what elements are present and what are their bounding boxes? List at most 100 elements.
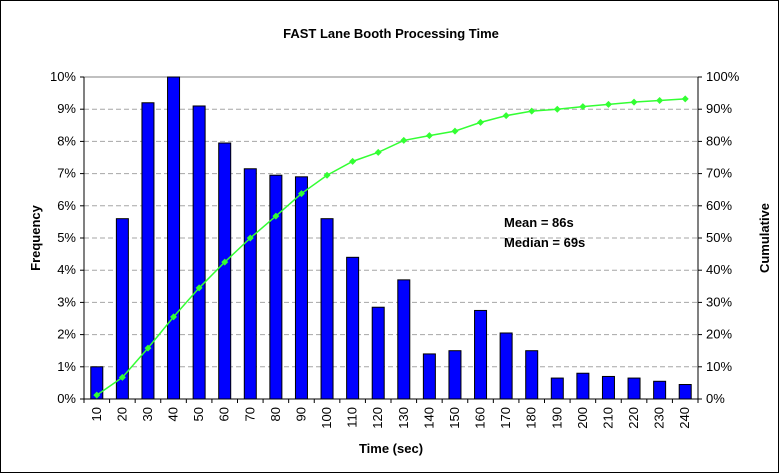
frequency-bar	[550, 377, 564, 400]
cumulative-marker	[477, 118, 485, 126]
x-tick-label: 40	[166, 407, 181, 421]
x-tick-label: 170	[498, 407, 513, 429]
cumulative-marker	[349, 157, 357, 165]
cumulative-marker	[297, 190, 305, 198]
frequency-bar	[448, 350, 462, 400]
frequency-bar	[294, 176, 308, 400]
cumulative-marker	[502, 112, 510, 120]
x-tick-label: 20	[114, 407, 129, 421]
x-tick-label: 60	[217, 407, 232, 421]
y2-tick-label: 70%	[706, 166, 732, 181]
frequency-bar	[474, 309, 488, 400]
frequency-bar	[525, 350, 539, 400]
y-tick-label: 1%	[57, 359, 76, 374]
frequency-bar	[192, 105, 206, 400]
y2-tick-label: 80%	[706, 133, 732, 148]
cumulative-marker	[553, 105, 561, 113]
frequency-bar	[320, 218, 334, 400]
y2-tick-label: 30%	[706, 294, 732, 309]
frequency-bar	[167, 76, 181, 400]
y2-tick-label: 100%	[706, 69, 740, 84]
x-tick-label: 210	[600, 407, 615, 429]
x-tick-label: 50	[191, 407, 206, 421]
frequency-bar	[243, 168, 257, 400]
mean-annotation: Mean = 86s	[504, 215, 574, 230]
frequency-bar	[678, 384, 692, 400]
cumulative-marker	[374, 148, 382, 156]
x-tick-label: 70	[242, 407, 257, 421]
cumulative-marker	[93, 391, 101, 399]
y2-tick-label: 60%	[706, 198, 732, 213]
x-tick-label: 80	[268, 407, 283, 421]
frequency-bar	[627, 377, 641, 400]
frequency-bar	[601, 375, 615, 400]
cumulative-marker	[579, 103, 587, 111]
frequency-bar	[653, 380, 667, 400]
x-tick-label: 90	[293, 407, 308, 421]
x-tick-label: 30	[140, 407, 155, 421]
y-axis-title: Frequency	[28, 204, 43, 271]
y-tick-label: 7%	[57, 166, 76, 181]
y-tick-label: 8%	[57, 133, 76, 148]
chart-title: FAST Lane Booth Processing Time	[283, 26, 499, 41]
y-tick-label: 9%	[57, 101, 76, 116]
frequency-bar	[576, 372, 590, 400]
y-tick-label: 4%	[57, 262, 76, 277]
x-tick-label: 110	[345, 407, 360, 428]
y-tick-label: 2%	[57, 327, 76, 342]
bar-series	[90, 76, 692, 400]
cumulative-marker	[630, 98, 638, 106]
cumulative-marker	[681, 95, 689, 103]
cumulative-marker	[604, 100, 612, 108]
cumulative-marker	[528, 107, 536, 115]
cumulative-series	[93, 95, 689, 399]
y2-tick-label: 10%	[706, 359, 732, 374]
y2-tick-label: 40%	[706, 262, 732, 277]
grid-lines	[84, 108, 698, 368]
frequency-bar	[371, 306, 385, 400]
y2-tick-label: 50%	[706, 230, 732, 245]
cumulative-marker	[195, 284, 203, 292]
cumulative-marker	[451, 127, 459, 135]
x-tick-label: 230	[652, 407, 667, 429]
x-tick-label: 130	[396, 407, 411, 429]
x-tick-label: 150	[447, 407, 462, 429]
frequency-bar	[269, 174, 283, 400]
y2-axis-ticks: 0% 10% 20% 30% 40% 50% 60% 70% 80% 90% 100%	[697, 69, 740, 406]
y-tick-label: 5%	[57, 230, 76, 245]
y2-axis-title: Cumulative	[757, 203, 772, 273]
frequency-bar	[346, 256, 360, 400]
x-tick-label: 200	[575, 407, 590, 429]
cumulative-marker	[656, 97, 664, 105]
x-tick-label: 120	[370, 407, 385, 429]
cumulative-marker	[272, 212, 280, 220]
x-tick-label: 180	[524, 407, 539, 429]
y-axis-ticks: 0% 1% 2% 3% 4% 5% 6% 7% 8% 9% 10%	[50, 69, 85, 406]
frequency-bar	[499, 332, 513, 400]
y-tick-label: 0%	[57, 391, 76, 406]
cumulative-marker	[144, 344, 152, 352]
cumulative-marker	[400, 136, 408, 144]
cumulative-marker	[118, 373, 126, 381]
y2-tick-label: 90%	[706, 101, 732, 116]
frequency-bar	[141, 102, 155, 400]
cumulative-line	[96, 98, 686, 396]
x-tick-label: 220	[626, 407, 641, 429]
cumulative-marker	[170, 313, 178, 321]
y2-tick-label: 20%	[706, 327, 732, 342]
x-tick-label: 10	[89, 407, 104, 421]
x-tick-label: 160	[473, 407, 488, 429]
cumulative-marker	[425, 132, 433, 140]
x-axis-title: Time (sec)	[359, 441, 423, 456]
frequency-bar	[422, 353, 436, 400]
cumulative-marker	[323, 171, 331, 179]
y2-tick-label: 0%	[706, 391, 725, 406]
x-tick-label: 190	[549, 407, 564, 429]
cumulative-marker	[246, 234, 254, 242]
median-annotation: Median = 69s	[504, 235, 585, 250]
cumulative-marker	[221, 258, 229, 266]
y-tick-label: 10%	[50, 69, 76, 84]
y-tick-label: 6%	[57, 198, 76, 213]
x-tick-label: 140	[421, 407, 436, 429]
